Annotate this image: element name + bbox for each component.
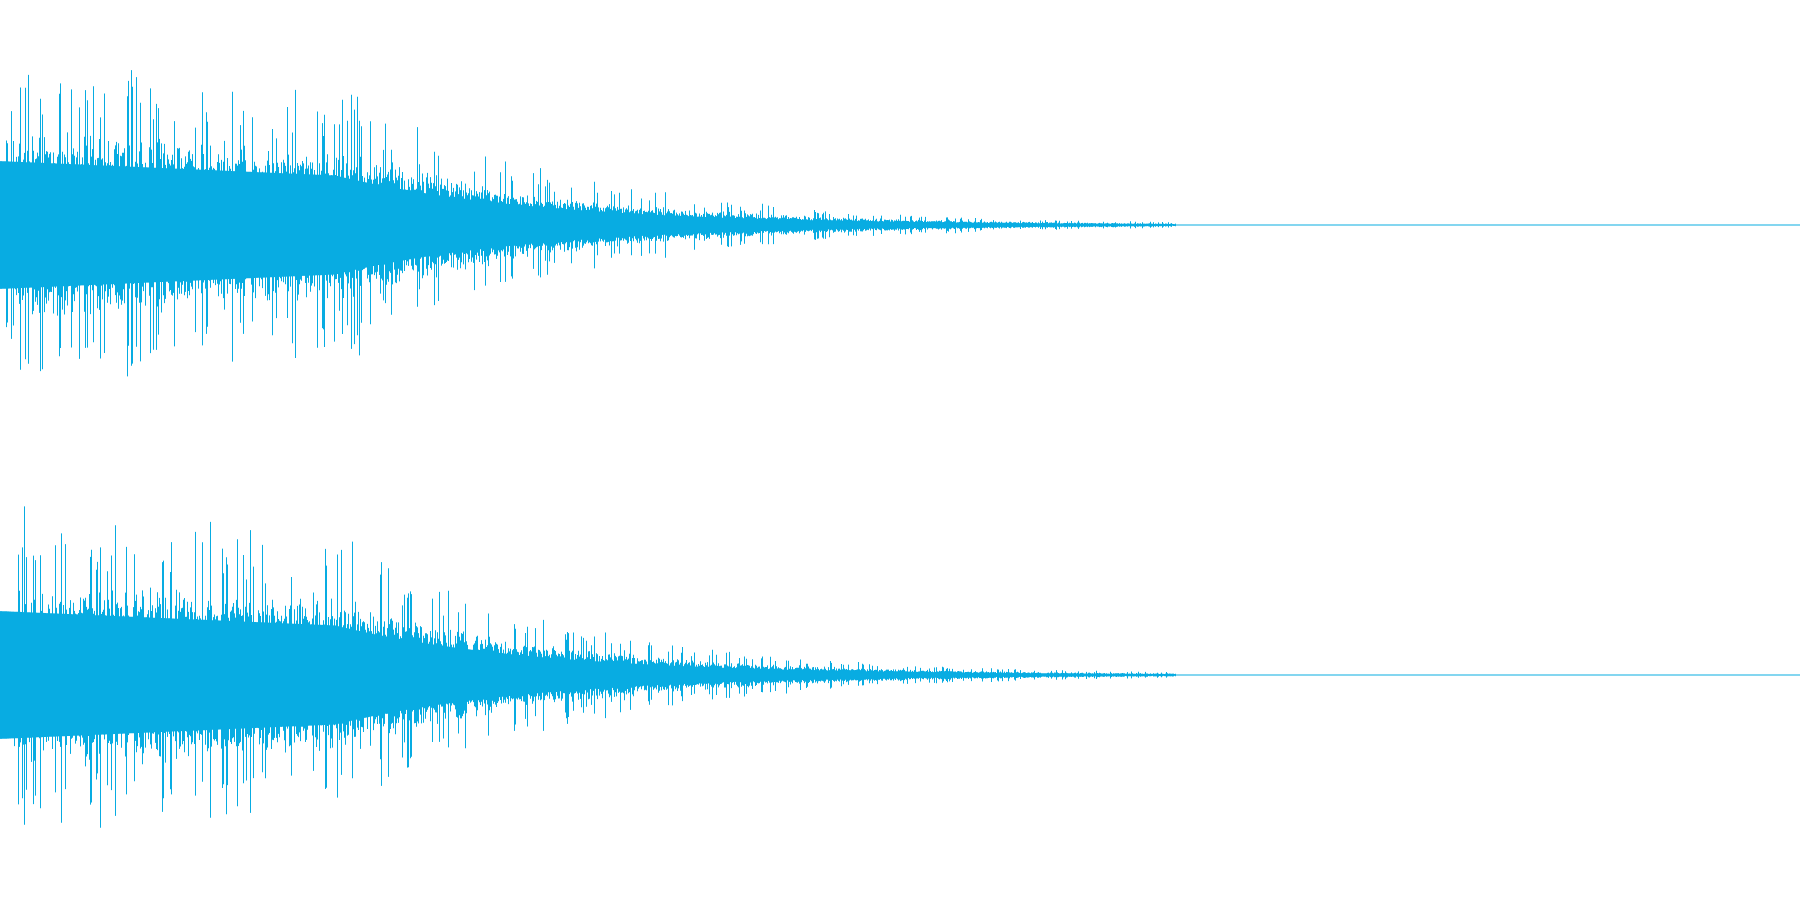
waveform-core [0, 611, 1117, 739]
waveform-channel-left [0, 70, 1800, 377]
waveform-channel-right [0, 506, 1800, 828]
waveform-core [0, 161, 1117, 289]
